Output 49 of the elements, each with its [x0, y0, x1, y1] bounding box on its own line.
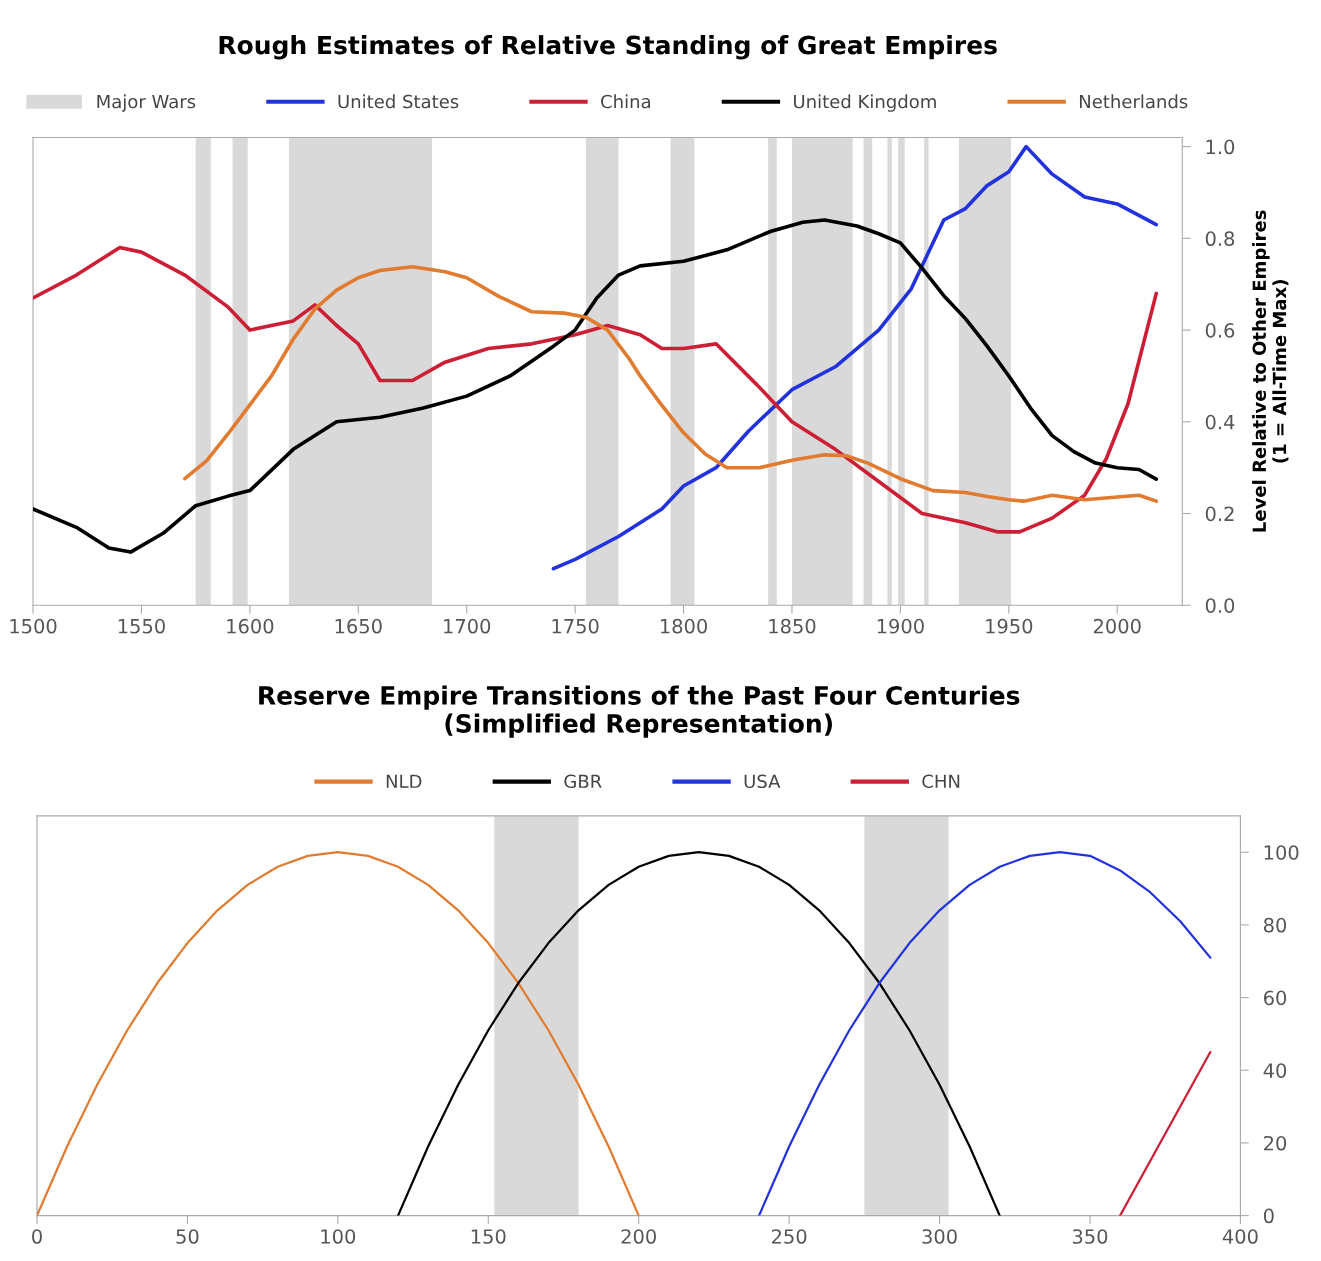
legend-label: United States	[338, 94, 459, 109]
line-series	[36, 851, 640, 1216]
y-tick-label: 0.2	[1205, 506, 1234, 522]
y-tick-label: 20	[1264, 1135, 1287, 1151]
legend-label: NLD	[386, 774, 422, 788]
x-tick-label: 1750	[552, 618, 599, 634]
chart-title: Reserve Empire Transitions of the Past Four Centuries (Simplified Representation)	[259, 685, 1020, 738]
y-tick-label: 0.8	[1205, 231, 1235, 247]
x-tick-label: 1550	[118, 618, 165, 634]
x-tick-label: 1600	[227, 618, 274, 634]
x-tick-label: 200	[621, 1229, 656, 1244]
x-tick-label: 350	[1072, 1229, 1108, 1244]
line-series	[757, 851, 1212, 1216]
x-tick-label: 1950	[986, 618, 1033, 634]
x-tick-label: 100	[321, 1229, 356, 1244]
x-tick-label: 1700	[444, 618, 491, 634]
x-tick-label: 150	[471, 1229, 506, 1244]
x-tick-label: 50	[176, 1229, 199, 1244]
y-tick-label: 0.6	[1205, 323, 1235, 338]
x-tick-label: 250	[772, 1229, 807, 1244]
line-series	[396, 851, 1001, 1216]
y-tick-label: 1.0	[1206, 139, 1235, 155]
x-tick-label: 1800	[660, 618, 708, 634]
y-tick-label: 0.0	[1205, 598, 1235, 613]
y-tick-label: 0.4	[1205, 414, 1235, 430]
line-series	[551, 144, 1159, 571]
x-tick-label: 300	[922, 1229, 957, 1244]
legend-label: China	[601, 94, 650, 109]
y-axis-title: Level Relative to Other Empires (1 = All-Time Max)	[1252, 210, 1289, 532]
y-tick-label: 0	[1263, 1208, 1274, 1224]
legend-label: Netherlands	[1079, 94, 1188, 109]
x-tick-label: 1900	[877, 618, 924, 634]
y-tick-label: 40	[1263, 1063, 1287, 1078]
y-tick-label: 100	[1264, 845, 1299, 860]
legend-label: CHN	[922, 774, 960, 789]
x-tick-label: 1850	[769, 618, 816, 634]
chart-title: Rough Estimates of Relative Standing of Great Empires	[219, 35, 997, 60]
y-tick-label: 60	[1264, 990, 1287, 1006]
x-tick-label: 1650	[335, 618, 382, 634]
x-tick-label: 400	[1222, 1229, 1258, 1244]
legend-label: USA	[744, 774, 781, 789]
line-series	[183, 264, 1159, 503]
x-tick-label: 0	[32, 1229, 42, 1244]
x-tick-label: 2000	[1093, 618, 1141, 634]
legend-label: GBR	[564, 774, 602, 789]
x-tick-label: 1500	[10, 618, 57, 634]
legend-label: Major Wars	[97, 94, 196, 112]
legend-label: United Kingdom	[794, 94, 936, 112]
y-tick-label: 80	[1263, 917, 1287, 933]
